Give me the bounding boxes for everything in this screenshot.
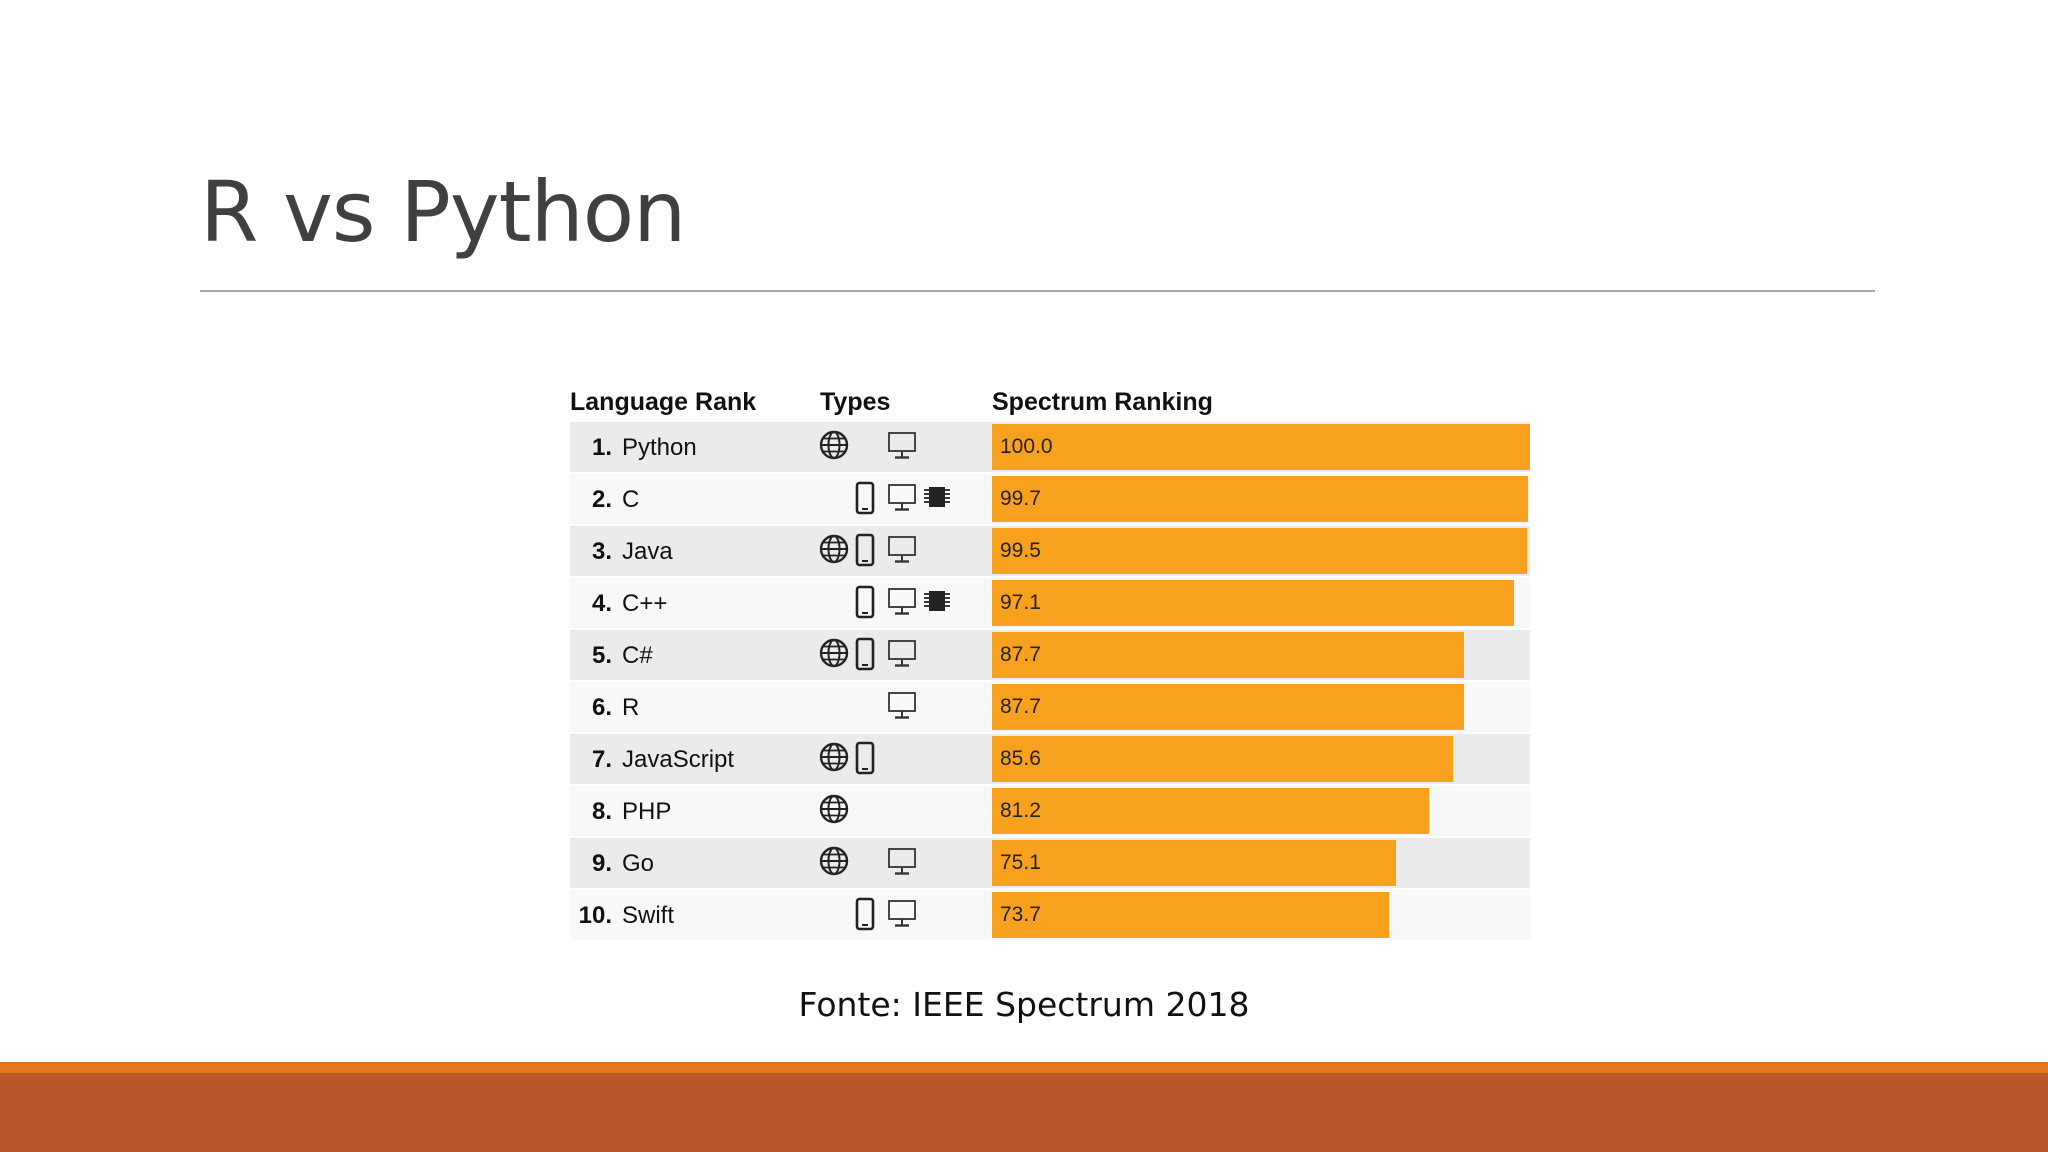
language-name: C# <box>622 642 653 669</box>
type-icons <box>818 585 968 621</box>
chart-row: 7. JavaScript 85.6 <box>570 734 1530 784</box>
rank-number: 2. <box>591 486 612 513</box>
rank-number: 8. <box>591 798 612 825</box>
footer-accent-stripe <box>0 1062 2048 1073</box>
spectrum-bar <box>992 580 1514 626</box>
chart-row: 9. Go 75.1 <box>570 838 1530 888</box>
type-icons <box>818 793 968 829</box>
type-icons <box>818 637 968 673</box>
desktop-icon <box>886 429 918 461</box>
embedded-icon <box>922 585 952 617</box>
embedded-icon <box>922 481 952 513</box>
spectrum-bar <box>992 840 1396 886</box>
language-name: JavaScript <box>622 746 735 773</box>
spectrum-bar <box>992 892 1389 938</box>
chart-row: 4. C++ 97.1 <box>570 578 1530 628</box>
rank-number: 9. <box>591 850 612 877</box>
spectrum-bar <box>992 736 1453 782</box>
desktop-icon <box>886 585 918 617</box>
chart-row: 1. Python 100.0 <box>570 422 1530 472</box>
bar-value-label: 85.6 <box>1000 747 1041 770</box>
rank-number: 3. <box>591 538 612 565</box>
spectrum-bar <box>992 476 1528 522</box>
language-ranking-chart: Language Rank Types Spectrum Ranking 1. P… <box>570 380 1530 944</box>
source-caption: Fonte: IEEE Spectrum 2018 <box>798 985 1250 1024</box>
bar-value-label: 99.7 <box>1000 487 1041 510</box>
rank-number: 6. <box>591 694 612 721</box>
desktop-icon <box>886 897 918 929</box>
rank-number: 7. <box>591 746 612 773</box>
rank-number: 10. <box>578 902 612 929</box>
language-name: C <box>622 486 640 513</box>
type-icons <box>818 429 968 465</box>
spectrum-bar <box>992 632 1464 678</box>
type-icons <box>818 845 968 881</box>
web-icon <box>818 845 850 877</box>
web-icon <box>818 741 850 773</box>
mobile-icon <box>854 533 876 567</box>
language-name: Swift <box>622 902 675 929</box>
bar-value-label: 100.0 <box>1000 435 1053 458</box>
spectrum-bar <box>992 788 1429 834</box>
mobile-icon <box>854 741 876 775</box>
desktop-icon <box>886 481 918 513</box>
desktop-icon <box>886 689 918 721</box>
language-name: Java <box>622 538 673 565</box>
type-icons <box>818 689 968 725</box>
chart-row: 2. C 99.7 <box>570 474 1530 524</box>
type-icons <box>818 741 968 777</box>
mobile-icon <box>854 585 876 619</box>
bar-value-label: 87.7 <box>1000 643 1041 666</box>
desktop-icon <box>886 845 918 877</box>
web-icon <box>818 637 850 669</box>
mobile-icon <box>854 637 876 671</box>
web-icon <box>818 793 850 825</box>
bar-value-label: 99.5 <box>1000 539 1041 562</box>
bar-value-label: 97.1 <box>1000 591 1041 614</box>
chart-row: 6. R 87.7 <box>570 682 1530 732</box>
spectrum-bar <box>992 528 1527 574</box>
header-types: Types <box>820 388 891 416</box>
header-language-rank: Language Rank <box>570 388 757 416</box>
header-spectrum-ranking: Spectrum Ranking <box>992 388 1213 416</box>
desktop-icon <box>886 637 918 669</box>
rank-number: 5. <box>591 642 612 669</box>
chart-row: 10. Swift 73.7 <box>570 890 1530 940</box>
rank-number: 1. <box>591 434 612 461</box>
type-icons <box>818 481 968 517</box>
mobile-icon <box>854 481 876 515</box>
spectrum-bar <box>992 684 1464 730</box>
bar-value-label: 87.7 <box>1000 695 1041 718</box>
type-icons <box>818 533 968 569</box>
type-icons <box>818 897 968 933</box>
chart-row: 5. C# 87.7 <box>570 630 1530 680</box>
footer-bar <box>0 1073 2048 1152</box>
bar-value-label: 73.7 <box>1000 903 1041 926</box>
chart-row: 8. PHP 81.2 <box>570 786 1530 836</box>
language-name: Python <box>622 434 697 461</box>
slide-title: R vs Python <box>200 163 686 261</box>
mobile-icon <box>854 897 876 931</box>
language-name: PHP <box>622 798 672 825</box>
title-divider <box>200 290 1875 292</box>
language-name: R <box>622 694 640 721</box>
bar-value-label: 81.2 <box>1000 799 1041 822</box>
web-icon <box>818 533 850 565</box>
web-icon <box>818 429 850 461</box>
bar-value-label: 75.1 <box>1000 851 1041 874</box>
chart-row: 3. Java 99.5 <box>570 526 1530 576</box>
desktop-icon <box>886 533 918 565</box>
spectrum-bar <box>992 424 1530 470</box>
language-name: C++ <box>622 590 668 617</box>
rank-number: 4. <box>591 590 612 617</box>
language-name: Go <box>622 850 655 877</box>
